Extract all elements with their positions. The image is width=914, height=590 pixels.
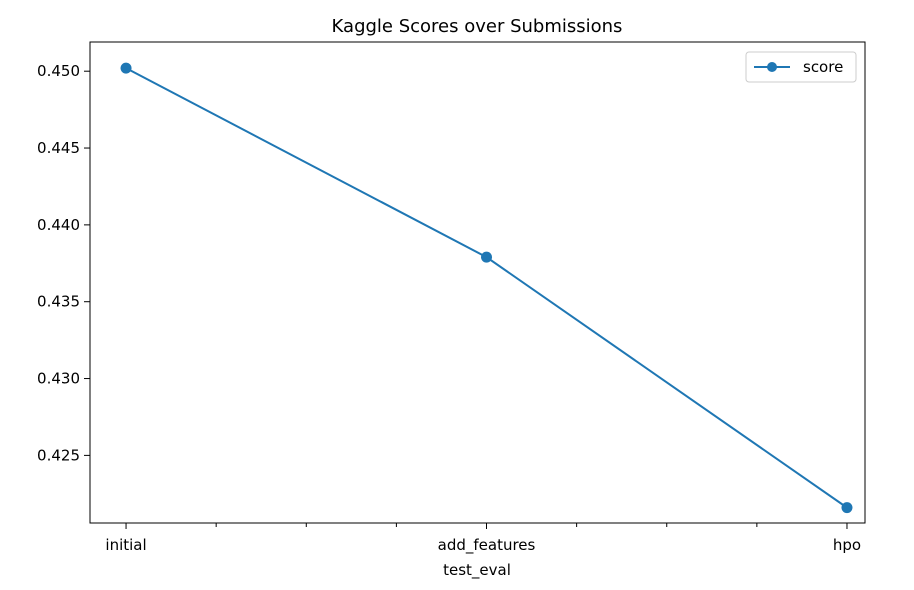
y-tick-label: 0.435 [37,293,80,311]
x-axis-label: test_eval [443,561,511,580]
series-line-score [125,67,848,509]
legend-marker [767,62,777,72]
data-point [841,502,853,514]
legend: score [745,51,857,83]
plot-frame [89,41,866,524]
y-tick-label: 0.445 [37,139,80,157]
y-axis: 0.425 0.430 0.435 0.440 0.445 0.450 [37,62,90,464]
x-tick-label: hpo [833,536,861,554]
y-tick-label: 0.430 [37,370,80,388]
chart-title: Kaggle Scores over Submissions [332,16,623,37]
x-tick-label: initial [105,536,146,554]
plot-area [89,41,866,524]
legend-label-score: score [803,58,843,76]
y-tick-label: 0.440 [37,216,80,234]
data-point [120,62,132,74]
legend-box [745,51,857,83]
data-point [481,251,493,263]
y-tick-label: 0.425 [37,446,80,464]
x-axis: initial add_features hpo [105,523,861,555]
series-layer [120,62,853,514]
x-tick-label: add_features [438,536,536,555]
y-tick-label: 0.450 [37,62,80,80]
